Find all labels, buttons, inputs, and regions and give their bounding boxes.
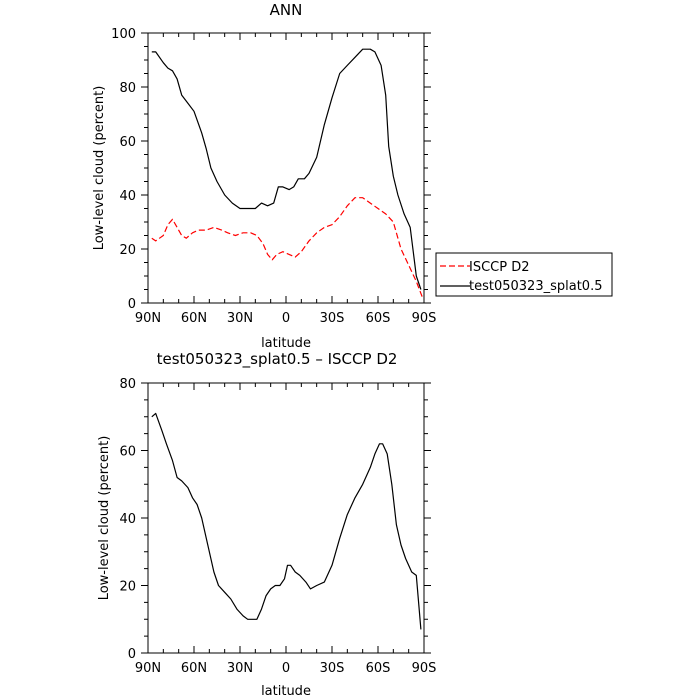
x-tick-label: 30S	[320, 661, 345, 676]
series-lines	[151, 412, 422, 630]
chart-title: test050323_splat0.5 – ISCCP D2	[157, 350, 398, 369]
x-tick-label: 90S	[412, 311, 437, 326]
tick-marks	[141, 32, 431, 304]
y-tick-label: 0	[128, 647, 136, 662]
legend-label-model: test050323_splat0.5	[469, 279, 602, 294]
x-tick-label: 30S	[320, 311, 345, 326]
x-axis-label: latitude	[261, 336, 311, 351]
y-tick-label: 80	[119, 377, 136, 392]
y-tick-label: 20	[119, 580, 136, 595]
x-tick-labels: 90N 60N 30N 0 30S 60S 90S	[135, 311, 437, 326]
x-tick-label: 30N	[227, 661, 253, 676]
y-tick-labels: 0 20 40 60 80	[119, 377, 136, 662]
y-axis-label: Low-level cloud (percent)	[97, 436, 112, 601]
y-tick-label: 40	[119, 512, 136, 527]
plot-frame	[147, 382, 425, 654]
x-tick-label: 60N	[181, 661, 207, 676]
x-tick-label: 90S	[412, 661, 437, 676]
y-axis-label: Low-level cloud (percent)	[92, 86, 107, 251]
x-tick-label: 90N	[135, 311, 161, 326]
legend-label-isccp: ISCCP D2	[469, 260, 530, 275]
x-tick-label: 90N	[135, 661, 161, 676]
x-axis-label: latitude	[261, 684, 311, 699]
x-tick-label: 60S	[366, 661, 391, 676]
x-tick-label: 0	[282, 311, 290, 326]
legend-box	[435, 252, 613, 297]
x-tick-labels: 90N 60N 30N 0 30S 60S 90S	[135, 661, 437, 676]
chart-title: ANN	[270, 1, 303, 19]
y-tick-label: 40	[119, 189, 136, 204]
y-tick-label: 60	[119, 445, 136, 460]
x-tick-label: 30N	[227, 311, 253, 326]
x-tick-label: 0	[282, 661, 290, 676]
y-tick-labels: 0 20 40 60 80 100	[111, 27, 136, 312]
legend: ISCCP D2 test050323_splat0.5	[435, 252, 613, 297]
series-line-model	[151, 48, 422, 290]
x-tick-label: 60N	[181, 311, 207, 326]
chart-difference: test050323_splat0.5 – ISCCP D2 latitude …	[97, 350, 436, 699]
y-tick-label: 100	[111, 27, 136, 42]
series-line-model	[151, 412, 422, 630]
series-lines	[151, 48, 424, 298]
y-tick-label: 0	[128, 297, 136, 312]
y-tick-label: 60	[119, 135, 136, 150]
series-line-isccp	[151, 197, 424, 298]
y-tick-label: 80	[119, 81, 136, 96]
tick-marks	[141, 382, 431, 654]
x-tick-label: 60S	[366, 311, 391, 326]
y-tick-label: 20	[119, 243, 136, 258]
chart-annual: ANN latitude Low-level cloud (percent) 9…	[92, 1, 613, 351]
